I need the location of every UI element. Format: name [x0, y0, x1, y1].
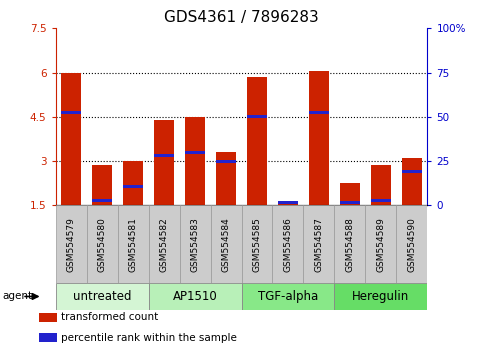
FancyBboxPatch shape — [180, 205, 211, 283]
Text: GSM554580: GSM554580 — [98, 217, 107, 272]
Bar — [340, 201, 360, 204]
FancyBboxPatch shape — [56, 283, 149, 310]
Text: GSM554582: GSM554582 — [159, 217, 169, 272]
FancyBboxPatch shape — [334, 205, 366, 283]
Text: AP1510: AP1510 — [172, 290, 217, 303]
Bar — [309, 111, 329, 114]
FancyBboxPatch shape — [86, 205, 117, 283]
FancyBboxPatch shape — [242, 205, 272, 283]
Text: GSM554590: GSM554590 — [408, 217, 416, 272]
Bar — [154, 154, 174, 156]
Bar — [402, 158, 422, 205]
FancyBboxPatch shape — [272, 205, 303, 283]
Text: GSM554587: GSM554587 — [314, 217, 324, 272]
Text: TGF-alpha: TGF-alpha — [258, 290, 318, 303]
Text: agent: agent — [2, 291, 32, 302]
FancyBboxPatch shape — [149, 283, 242, 310]
FancyBboxPatch shape — [242, 283, 334, 310]
Bar — [92, 199, 112, 202]
FancyBboxPatch shape — [211, 205, 242, 283]
Bar — [216, 152, 236, 205]
Text: GSM554583: GSM554583 — [190, 217, 199, 272]
Text: transformed count: transformed count — [61, 313, 158, 322]
Text: GSM554589: GSM554589 — [376, 217, 385, 272]
Text: GSM554579: GSM554579 — [67, 217, 75, 272]
FancyBboxPatch shape — [334, 283, 427, 310]
Bar — [39, 333, 57, 342]
Text: GSM554581: GSM554581 — [128, 217, 138, 272]
Bar — [247, 115, 267, 118]
FancyBboxPatch shape — [56, 205, 86, 283]
Bar — [61, 111, 81, 114]
FancyBboxPatch shape — [366, 205, 397, 283]
Text: GDS4361 / 7896283: GDS4361 / 7896283 — [164, 10, 319, 25]
Text: GSM554588: GSM554588 — [345, 217, 355, 272]
Bar — [185, 151, 205, 154]
Bar — [185, 117, 205, 205]
Text: GSM554586: GSM554586 — [284, 217, 293, 272]
FancyBboxPatch shape — [149, 205, 180, 283]
Bar — [402, 170, 422, 173]
Bar — [61, 73, 81, 205]
Bar — [123, 185, 143, 188]
FancyBboxPatch shape — [397, 205, 427, 283]
Bar — [309, 71, 329, 205]
Bar — [39, 313, 57, 322]
Text: untreated: untreated — [73, 290, 131, 303]
Bar — [92, 166, 112, 205]
Text: GSM554585: GSM554585 — [253, 217, 261, 272]
Text: Heregulin: Heregulin — [352, 290, 410, 303]
Bar — [371, 199, 391, 202]
Bar — [278, 201, 298, 205]
Bar — [340, 183, 360, 205]
Bar — [216, 160, 236, 162]
Bar — [154, 120, 174, 205]
Text: GSM554584: GSM554584 — [222, 217, 230, 272]
Bar — [278, 201, 298, 204]
Bar — [371, 166, 391, 205]
FancyBboxPatch shape — [303, 205, 334, 283]
Text: percentile rank within the sample: percentile rank within the sample — [61, 333, 237, 343]
Bar — [123, 161, 143, 205]
FancyBboxPatch shape — [117, 205, 149, 283]
Bar — [247, 77, 267, 205]
